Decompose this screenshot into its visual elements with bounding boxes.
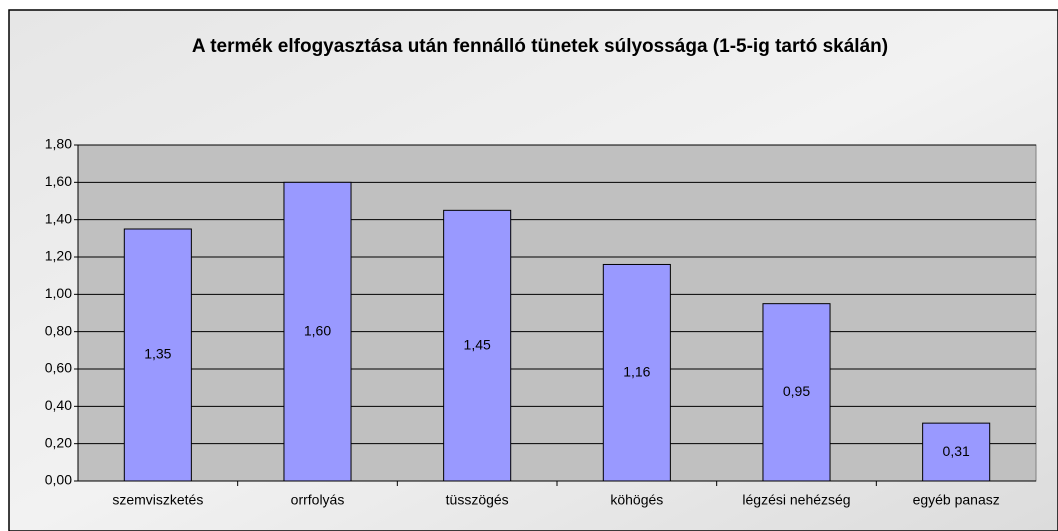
y-tick-label: 1,80 [45, 136, 72, 152]
y-tick-label: 1,20 [45, 248, 72, 264]
y-tick-label: 0,80 [45, 322, 72, 338]
x-tick-label: orrfolyás [291, 492, 345, 508]
data-label: 1,35 [144, 346, 171, 362]
data-label: 1,60 [304, 322, 331, 338]
data-label: 0,31 [943, 443, 970, 459]
chart-title: A termék elfogyasztása után fennálló tün… [191, 36, 889, 57]
y-tick-label: 0,60 [45, 360, 72, 376]
x-tick-label: szemviszketés [112, 492, 203, 508]
bar [762, 303, 831, 482]
x-tick-label: légzési nehézség [742, 492, 850, 508]
x-tick-label: köhögés [610, 492, 663, 508]
y-tick-label: 1,60 [45, 173, 72, 189]
x-tick-label: tüsszögés [446, 492, 509, 508]
plot-area [77, 144, 1037, 482]
y-tick-label: 0,00 [45, 472, 72, 488]
data-label: 1,16 [623, 363, 650, 379]
y-tick-label: 1,00 [45, 285, 72, 301]
bar [602, 263, 671, 482]
bar [283, 181, 352, 482]
y-tick-label: 1,40 [45, 210, 72, 226]
x-tick-label: egyéb panasz [913, 492, 1000, 508]
y-tick-label: 0,40 [45, 397, 72, 413]
data-label: 0,95 [783, 383, 810, 399]
y-tick-label: 0,20 [45, 434, 72, 450]
bar [443, 209, 512, 482]
bar [123, 228, 192, 482]
bar [922, 422, 991, 482]
data-label: 1,45 [464, 336, 491, 352]
